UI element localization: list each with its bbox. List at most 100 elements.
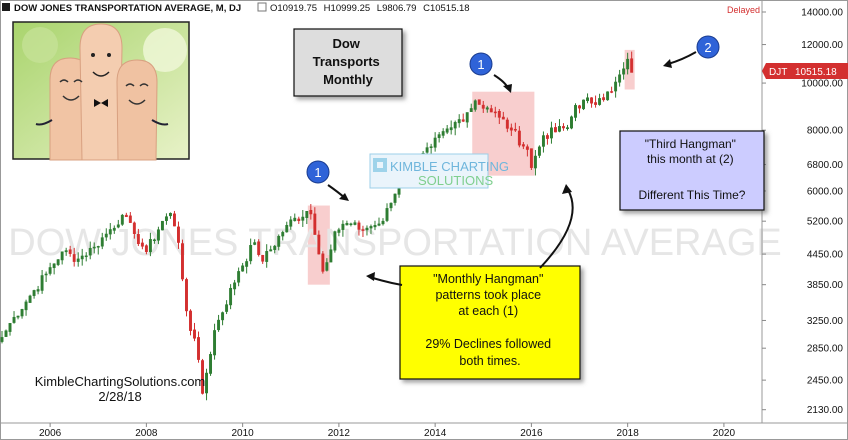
candle-body [225,304,229,312]
candle-body [285,225,289,233]
candle [96,245,100,255]
candle-body [545,135,549,139]
candle [148,232,152,257]
candle [209,351,213,376]
candle-body [241,265,245,272]
x-tick-label: 2012 [328,428,351,439]
candle [0,331,4,344]
candle [309,204,313,220]
y-tick-label: 3850.00 [807,280,844,291]
candle [345,220,349,226]
candle [497,109,501,125]
candle [293,213,297,222]
candle-body [305,211,309,218]
candle-body [48,267,52,274]
candle-body [60,251,64,261]
x-tick-label: 2010 [232,428,255,439]
settings-square-icon[interactable] [257,2,267,12]
candle [381,218,385,226]
candle [237,267,241,287]
candle-body [128,215,132,223]
y-tick-label: 2450.00 [807,376,844,387]
candle [562,123,565,131]
x-tick-label: 2018 [617,428,640,439]
candle-body [8,323,12,332]
candle [437,132,441,143]
candle [329,244,333,263]
candle [273,244,277,254]
candle [445,124,449,135]
candle-body [36,289,40,292]
candle [554,123,557,133]
candle [485,105,489,113]
delayed-label: Delayed [727,5,760,15]
candle [321,251,325,274]
candle-body [381,220,385,225]
candle [160,220,164,231]
candle-body [32,290,36,296]
candle-body [341,223,345,230]
candle [574,103,577,122]
candle-body [445,128,449,133]
open-value: 10919.75 [277,3,317,14]
monthly-hangman-line-5: 29% Declines followed [425,337,551,351]
candle-body [104,233,108,238]
candle [305,211,309,225]
candle [493,106,497,118]
candle-body [148,239,152,253]
candle-body [68,249,72,254]
y-tick-label: 6800.00 [807,160,844,171]
fingers-photo [12,21,190,161]
candle-body [189,310,192,331]
candle [8,323,12,336]
candle-body [598,98,602,105]
candle-body [369,226,373,229]
arrow-to-2016-low [539,189,574,269]
candle [213,323,217,360]
candle [606,91,610,101]
candle-body [96,246,100,248]
candle-body [76,258,80,262]
candle-body [213,330,217,356]
candle [317,230,321,255]
candle-body [481,104,485,109]
candle [509,123,513,136]
candle [429,143,433,154]
candle [477,99,481,105]
x-tick-label: 2020 [713,428,736,439]
candle-body [52,263,56,269]
candle [205,368,208,401]
candle [505,117,509,133]
candle [461,113,465,123]
credit-site: KimbleChartingSolutions.com [35,374,206,389]
candle [622,62,626,80]
candle [373,220,377,231]
candle-body [193,329,196,339]
candle [144,244,148,255]
candle-body [84,255,88,258]
candle [341,220,345,237]
y-tick-label: 4450.00 [807,250,844,261]
candle-body [80,255,84,260]
candle [221,311,225,326]
candle [100,232,104,250]
candle-body [0,337,4,342]
candle-body [144,245,148,252]
candle-body [281,232,285,237]
candle [489,104,493,113]
candle-body [140,242,144,247]
candle-body [457,119,461,124]
candle [44,271,48,282]
candle-body [253,242,257,245]
candle-body [293,217,297,222]
candle-body [622,68,626,75]
candle [558,119,561,133]
candle [537,145,541,159]
candle-body [529,148,533,168]
candle-body [349,223,353,226]
candle-body [40,275,44,291]
candle-body [249,245,253,262]
candle-body [181,243,184,280]
candle-body [289,219,293,227]
